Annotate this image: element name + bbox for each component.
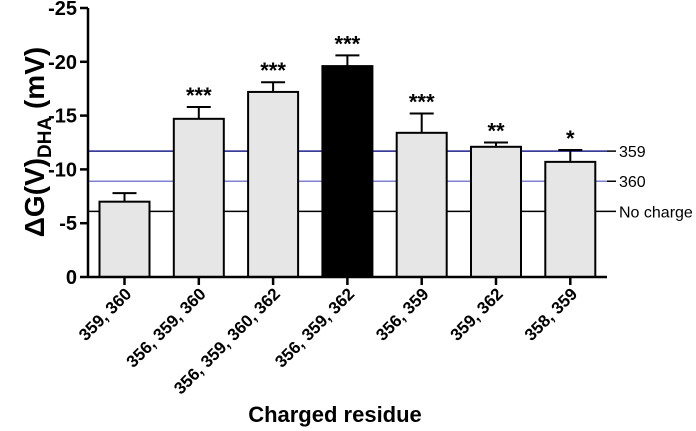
y-axis-title: ΔG(V)DHA (mV): [19, 47, 56, 237]
y-tick-label-3: -15: [48, 106, 77, 128]
significance-label-1: ***: [186, 83, 212, 108]
x-tick-label-0: 359, 360: [75, 284, 135, 344]
y-axis: 0 -5 -10 -15 -20 -25: [48, 0, 90, 289]
x-axis-title: Charged residue: [248, 402, 422, 427]
bar-5: [470, 145, 522, 278]
reference-line-labels: 359 360 No charge: [607, 144, 693, 221]
reference-line-label-1: 360: [619, 174, 646, 191]
bar-6: [544, 160, 597, 278]
x-tick-label-3: 356, 359, 362: [271, 284, 358, 371]
y-tick-label-0: 0: [66, 267, 77, 289]
y-tick-label-2: -10: [48, 159, 77, 181]
y-tick-label-4: -20: [48, 52, 77, 74]
y-axis-title-main: ΔG(V): [19, 158, 50, 237]
reference-line-label-2: No charge: [619, 204, 693, 221]
significance-labels: ************** *: [186, 31, 575, 151]
significance-label-4: ***: [409, 89, 435, 114]
bar-4: [395, 131, 448, 278]
y-axis-title-unit: (mV): [19, 47, 50, 117]
y-tick-label-1: -5: [59, 213, 77, 235]
reference-line-label-0: 359: [619, 144, 646, 161]
bar-2: [247, 90, 300, 279]
significance-label-2: ***: [260, 58, 286, 83]
y-axis-title-subscript: DHA: [35, 117, 56, 158]
y-tick-label-5: -25: [48, 0, 77, 20]
x-tick-label-6: 358, 359: [521, 284, 581, 344]
error-bars: [112, 54, 583, 202]
significance-label-3: ***: [335, 31, 361, 56]
significance-label-6: *: [566, 126, 575, 151]
x-tick-label-4: 356, 359: [372, 284, 432, 344]
bar-1: [172, 117, 225, 278]
bar-3: [321, 65, 374, 278]
bars: [98, 65, 597, 279]
x-tick-label-5: 359, 362: [447, 284, 507, 344]
significance-label-5: **: [487, 119, 505, 144]
bar-0: [98, 200, 151, 278]
